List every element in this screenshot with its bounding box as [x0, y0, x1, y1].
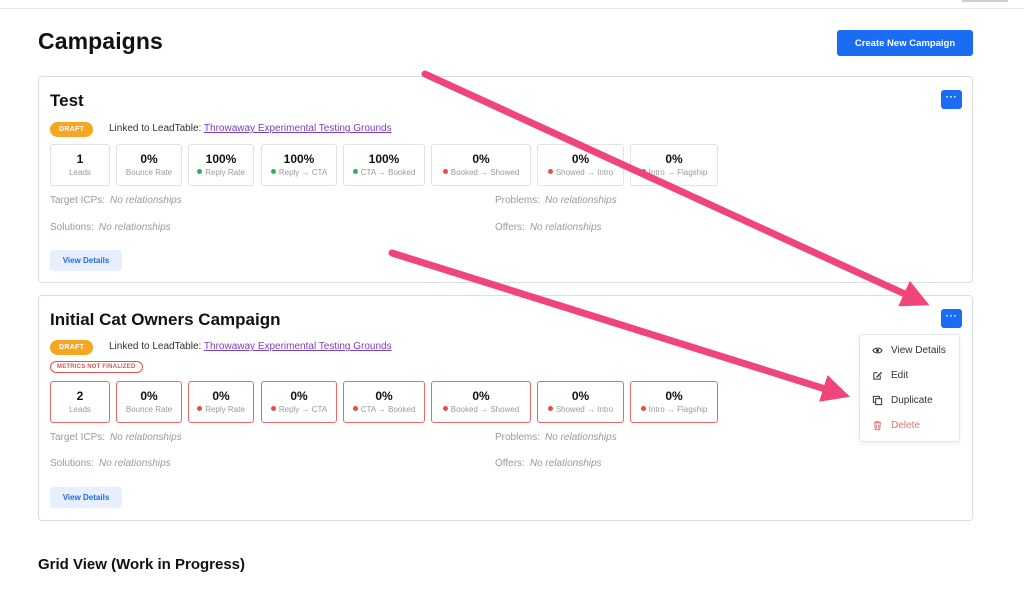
target-icps-row: Target ICPs: No relationships: [50, 432, 182, 443]
view-details-button[interactable]: View Details: [50, 487, 122, 508]
solutions-row: Solutions: No relationships: [50, 222, 171, 233]
metric-cta-booked: 0% CTA → Booked: [343, 381, 425, 423]
duplicate-icon: [872, 395, 883, 405]
linked-leadtable: Linked to LeadTable: Throwaway Experimen…: [109, 123, 392, 134]
page-title: Campaigns: [38, 28, 163, 54]
menu-item-duplicate[interactable]: Duplicate: [872, 392, 933, 408]
eye-icon: [872, 347, 883, 353]
target-icps-row: Target ICPs: No relationships: [50, 195, 182, 206]
menu-item-delete[interactable]: Delete: [872, 417, 920, 433]
problems-row: Problems: No relationships: [495, 195, 617, 206]
status-dot: [352, 169, 358, 174]
solutions-row: Solutions: No relationships: [50, 458, 171, 469]
metric-reply-cta: 0% Reply → CTA: [261, 381, 337, 423]
more-options-button[interactable]: ···: [941, 90, 962, 109]
more-options-button[interactable]: ···: [941, 309, 962, 328]
status-dot: [640, 169, 646, 174]
metric-booked-showed: 0% Booked → Showed: [431, 144, 531, 186]
status-dot: [197, 406, 203, 411]
linked-prefix: Linked to LeadTable:: [109, 341, 202, 352]
status-dot: [442, 169, 448, 174]
top-scroll-indicator: [962, 0, 1008, 2]
top-divider: [0, 8, 1024, 9]
view-details-button[interactable]: View Details: [50, 250, 122, 271]
campaign-actions-menu: View Details Edit Duplicate Delete: [859, 334, 960, 442]
status-dot: [640, 406, 646, 411]
metric-bounce-rate: 0% Bounce Rate: [116, 144, 182, 186]
status-dot: [547, 169, 553, 174]
edit-icon: [873, 371, 883, 380]
metric-cta-booked: 100% CTA → Booked: [343, 144, 425, 186]
campaign-title: Test: [50, 91, 84, 110]
leadtable-link[interactable]: Throwaway Experimental Testing Grounds: [203, 341, 392, 352]
menu-item-edit[interactable]: Edit: [872, 367, 908, 383]
offers-row: Offers: No relationships: [495, 222, 602, 233]
metric-reply-rate: 0% Reply Rate: [188, 381, 254, 423]
metric-reply-cta: 100% Reply → CTA: [261, 144, 337, 186]
status-dot: [197, 169, 203, 174]
status-dot: [352, 406, 358, 411]
metric-showed-intro: 0% Showed → Intro: [537, 381, 624, 423]
problems-row: Problems: No relationships: [495, 432, 617, 443]
trash-icon: [873, 420, 882, 430]
metric-bounce-rate: 0% Bounce Rate: [116, 381, 182, 423]
metric-intro-flagship: 0% Intro → Flagship: [630, 381, 718, 423]
status-dot: [442, 406, 448, 411]
campaign-card: Initial Cat Owners Campaign ··· DRAFT Li…: [38, 295, 973, 521]
grid-view-heading: Grid View (Work in Progress): [38, 556, 245, 573]
leadtable-link[interactable]: Throwaway Experimental Testing Grounds: [203, 123, 392, 134]
status-badge: DRAFT: [50, 340, 94, 355]
create-new-campaign-button[interactable]: Create New Campaign: [837, 30, 973, 56]
metrics-not-finalized-badge: METRICS NOT FINALIZED: [50, 361, 143, 373]
metric-leads: 2 Leads: [50, 381, 110, 423]
campaign-card: Test ··· DRAFT Linked to LeadTable: Thro…: [38, 76, 973, 283]
status-dot: [270, 169, 276, 174]
metric-reply-rate: 100% Reply Rate: [188, 144, 254, 186]
menu-item-view-details[interactable]: View Details: [872, 342, 946, 358]
status-dot: [270, 406, 276, 411]
offers-row: Offers: No relationships: [495, 458, 602, 469]
metric-leads: 1 Leads: [50, 144, 110, 186]
status-dot: [547, 406, 553, 411]
linked-leadtable: Linked to LeadTable: Throwaway Experimen…: [109, 341, 392, 352]
metric-intro-flagship: 0% Intro → Flagship: [630, 144, 718, 186]
metric-showed-intro: 0% Showed → Intro: [537, 144, 624, 186]
campaign-title: Initial Cat Owners Campaign: [50, 310, 281, 329]
linked-prefix: Linked to LeadTable:: [109, 123, 202, 134]
metric-booked-showed: 0% Booked → Showed: [431, 381, 531, 423]
status-badge: DRAFT: [50, 122, 94, 137]
